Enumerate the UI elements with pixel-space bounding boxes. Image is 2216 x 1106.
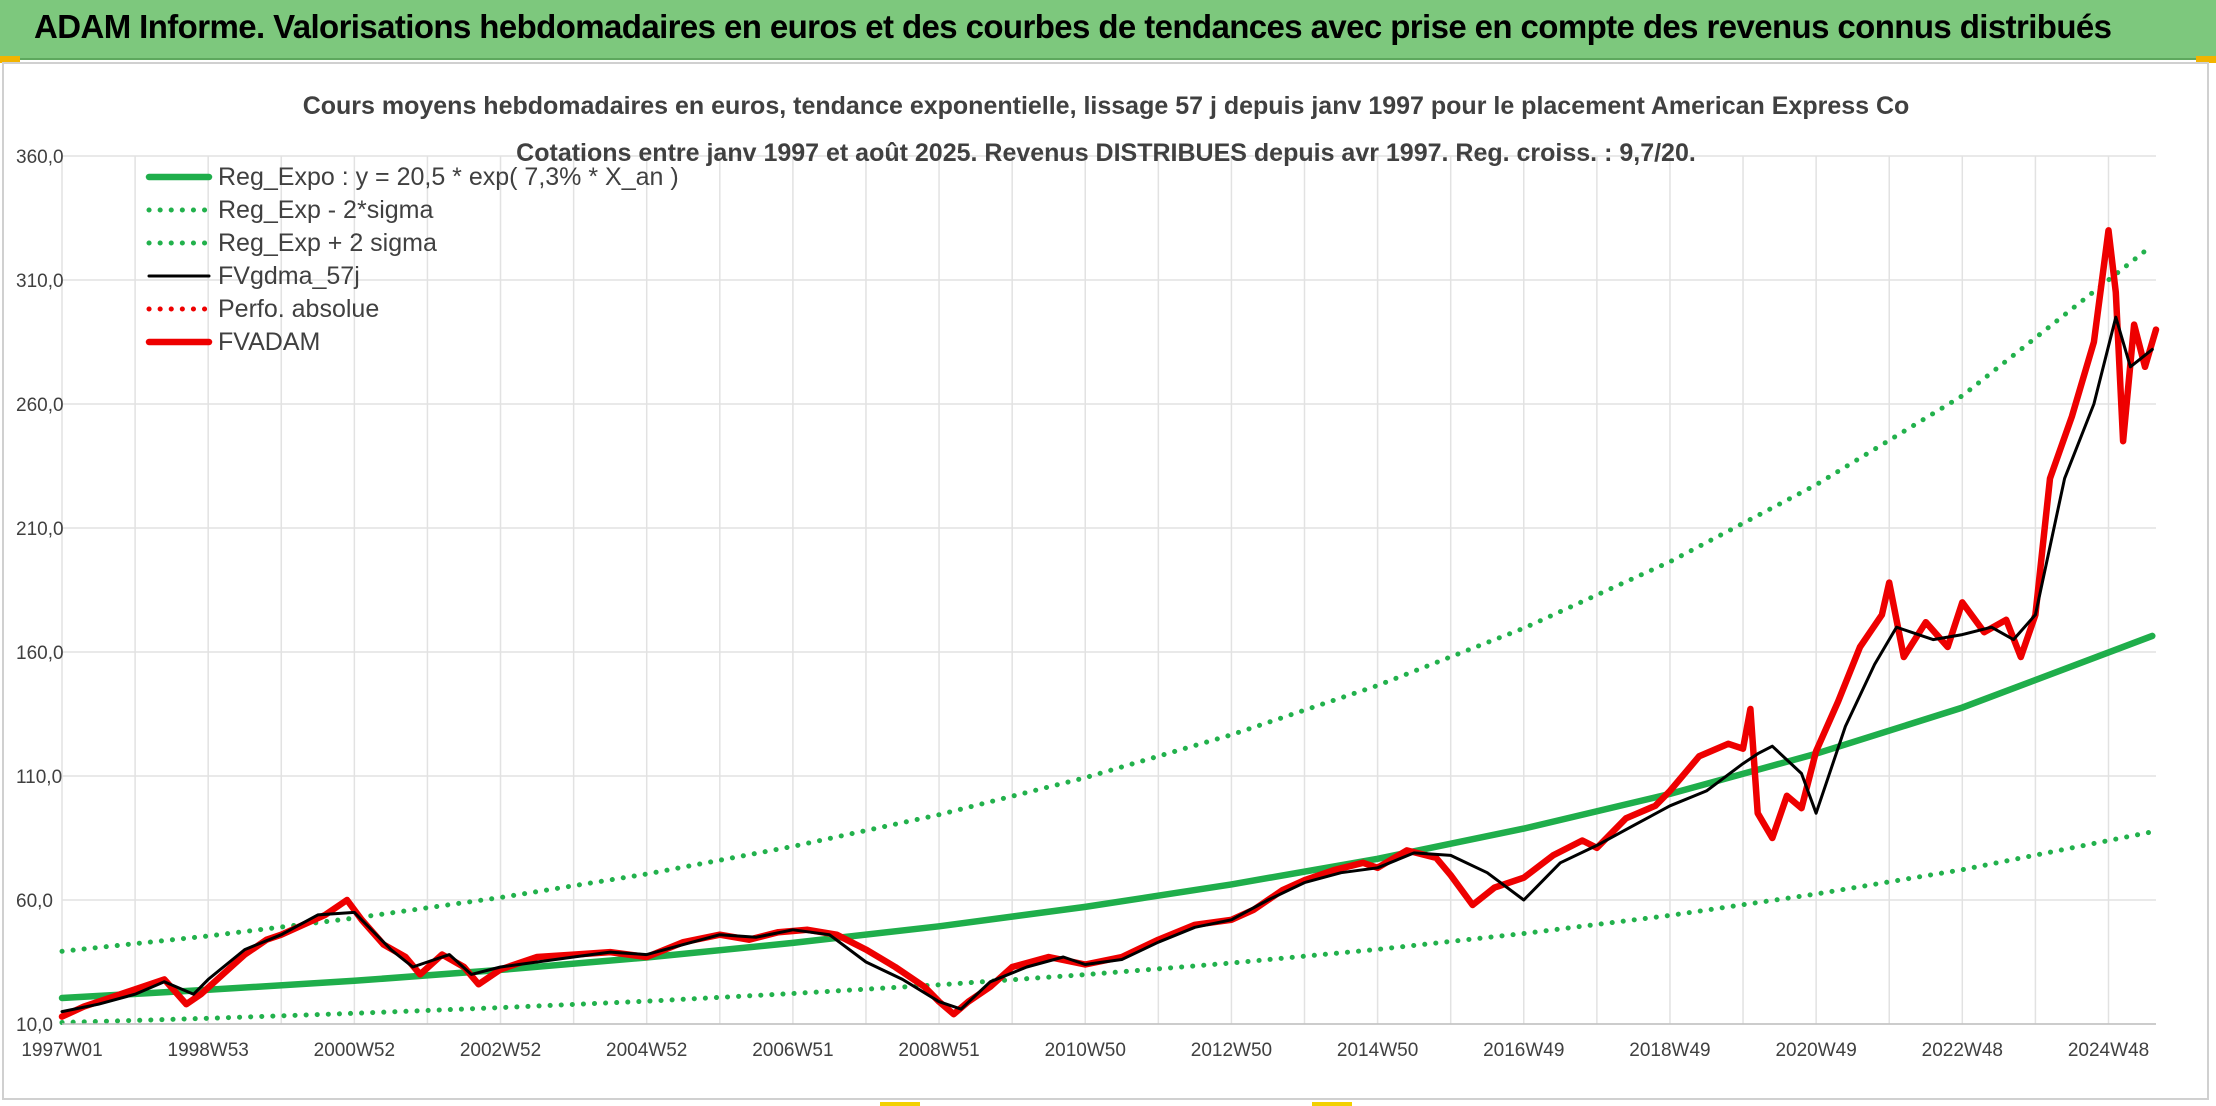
legend-label: Reg_Exp - 2*sigma — [218, 196, 433, 224]
chart-subtitle: Cotations entre janv 1997 et août 2025. … — [516, 139, 1696, 167]
legend-label: Reg_Expo : y = 20,5 * exp( 7,3% * X_an ) — [218, 163, 679, 191]
x-tick-label: 2022W48 — [1922, 1040, 2003, 1061]
x-tick-label: 1997W01 — [21, 1040, 102, 1061]
y-tick-label: 310,0 — [16, 271, 64, 292]
header-bar: ADAM Informe. Valorisations hebdomadaire… — [0, 0, 2216, 60]
x-tick-label: 2016W49 — [1483, 1040, 1564, 1061]
x-tick-label: 1998W53 — [168, 1040, 249, 1061]
series-layer — [58, 227, 2160, 1025]
x-tick-label: 2020W49 — [1775, 1040, 1856, 1061]
legend-label: Perfo. absolue — [218, 295, 379, 323]
y-tick-label: 60,0 — [16, 891, 53, 912]
x-tick-label: 2024W48 — [2068, 1040, 2149, 1061]
y-tick-label: 110,0 — [16, 767, 62, 788]
scroll-marker — [1312, 1102, 1352, 1106]
x-tick-label: 2004W52 — [606, 1040, 687, 1061]
series-line-1 — [59, 829, 2155, 1025]
legend: Reg_Expo : y = 20,5 * exp( 7,3% * X_an )… — [145, 163, 679, 356]
axes: 10,0 60,0 110,0 160,0 210,0 260,0 310,0 360,0 19… — [16, 147, 2156, 1061]
legend-label: FVgdma_57j — [218, 262, 360, 290]
x-tick-label: 2006W51 — [752, 1040, 833, 1061]
scroll-marker — [880, 1102, 920, 1106]
y-tick-label: 210,0 — [16, 519, 64, 540]
legend-label: FVADAM — [218, 328, 320, 356]
y-tick-label: 260,0 — [16, 395, 64, 416]
y-tick-label: 10,0 — [16, 1015, 53, 1036]
x-tick-label: 2002W52 — [460, 1040, 541, 1061]
x-tick-label: 2010W50 — [1045, 1040, 1126, 1061]
line-chart: 10,0 60,0 110,0 160,0 210,0 260,0 310,0 360,0 19… — [16, 92, 2160, 1061]
y-tick-label: 160,0 — [16, 643, 64, 664]
y-tick-label: 360,0 — [16, 147, 64, 168]
x-tick-label: 2008W51 — [898, 1040, 979, 1061]
page-title: ADAM Informe. Valorisations hebdomadaire… — [34, 8, 2112, 45]
series-line-0 — [58, 632, 2156, 1002]
x-tick-label: 2018W49 — [1629, 1040, 1710, 1061]
series-line-5 — [58, 227, 2160, 1020]
series-line-2 — [59, 242, 2155, 954]
chart-area: 10,0 60,0 110,0 160,0 210,0 260,0 310,0 360,0 19… — [2, 62, 2209, 1100]
grid — [61, 155, 2156, 1025]
x-tick-label: 2014W50 — [1337, 1040, 1418, 1061]
corner-accent-left — [0, 56, 20, 63]
legend-label: Reg_Exp + 2 sigma — [218, 229, 437, 257]
chart-title: Cours moyens hebdomadaires en euros, ten… — [303, 92, 1910, 120]
corner-accent-right — [2196, 56, 2216, 63]
x-tick-label: 2012W50 — [1191, 1040, 1272, 1061]
series-line-3 — [60, 315, 2154, 1014]
x-tick-label: 2000W52 — [314, 1040, 395, 1061]
